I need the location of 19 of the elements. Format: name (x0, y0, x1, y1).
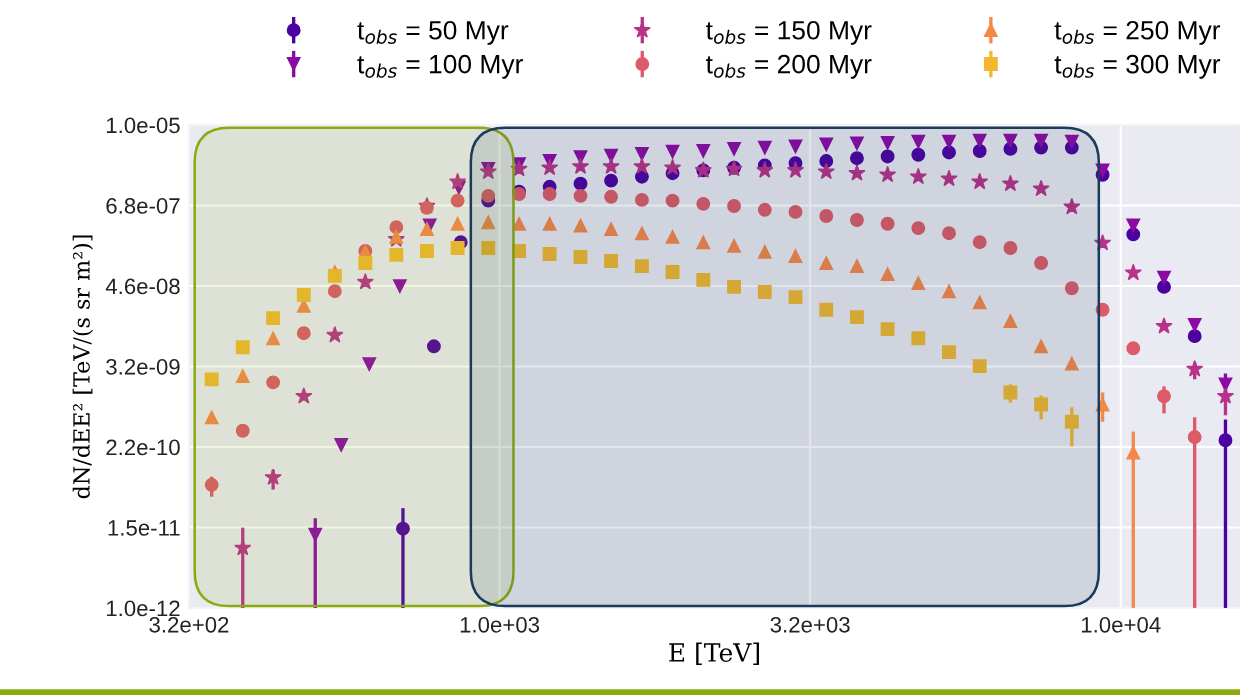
x-tick-label: 3.2e+02 (149, 616, 229, 633)
y-tick-label: 1.5e-11 (108, 520, 180, 536)
x-axis-title: E [TeV] (669, 642, 759, 665)
legend-label: t$_{obs}$ = 200 Myr (706, 54, 872, 79)
legend-label: t$_{obs}$ = 50 Myr (357, 20, 509, 45)
legend-label: t$_{obs}$ = 250 Myr (1054, 20, 1221, 45)
y-tick-label: 4.6e-08 (105, 278, 180, 295)
legend-label: t$_{obs}$ = 100 Myr (357, 54, 523, 79)
y-tick-label: 6.8e-07 (106, 198, 180, 214)
x-tick-label: 3.2e+03 (770, 616, 850, 633)
y-tick-label: 1.0e-12 (106, 600, 180, 617)
legend-label: t$_{obs}$ = 300 Myr (1054, 54, 1221, 79)
y-tick-label: 3.2e-09 (106, 359, 180, 375)
y-axis-title: dN/dEE² [TeV/(s sr m²)] (72, 235, 94, 499)
x-tick-label: 1.0e+03 (460, 616, 540, 633)
y-tick-label: 2.2e-10 (106, 439, 180, 456)
y-tick-label: 1.0e-05 (106, 117, 180, 134)
x-tick-label: 1.0e+04 (1081, 616, 1161, 633)
legend-label: t$_{obs}$ = 150 Myr (706, 20, 872, 45)
